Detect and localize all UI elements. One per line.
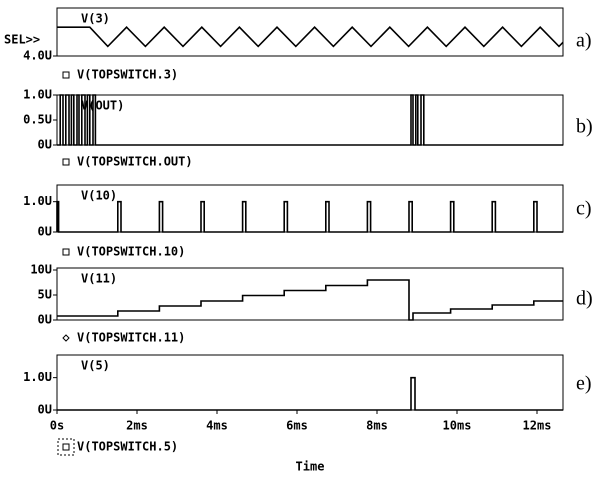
- panel-label: c): [576, 198, 592, 220]
- x-tick-label: 0s: [50, 419, 64, 433]
- legend-entry: V(TOPSWITCH.3): [77, 68, 178, 82]
- legend-symbol: [62, 443, 70, 451]
- legend-entry: V(TOPSWITCH.11): [77, 331, 185, 345]
- x-tick-label: 12ms: [523, 419, 552, 433]
- legend-symbol: [62, 248, 70, 256]
- plot-frame: [56, 354, 564, 411]
- trace-annotation: V(OUT): [81, 99, 124, 113]
- panel-label: a): [576, 30, 592, 52]
- selector: SEL>>: [4, 33, 40, 47]
- y-tick-label: 0U: [38, 225, 52, 239]
- plot-frame: [56, 94, 564, 146]
- x-tick-label: 10ms: [443, 419, 472, 433]
- legend-entry: V(TOPSWITCH.5): [77, 440, 178, 454]
- y-tick-label: 0.5U: [23, 113, 52, 127]
- trace-annotation: V(3): [81, 12, 110, 26]
- x-tick-label: 4ms: [206, 419, 228, 433]
- panel-label: d): [576, 288, 593, 310]
- legend-focus: [57, 438, 75, 456]
- plot-frame: [56, 267, 564, 321]
- x-tick-label: 6ms: [286, 419, 308, 433]
- y-tick-label: 5U: [38, 288, 52, 302]
- trace: [57, 279, 563, 321]
- legend-symbol: [62, 334, 70, 342]
- trace-annotation: V(11): [81, 272, 117, 286]
- y-tick-label: 10U: [30, 263, 52, 277]
- y-tick-label: 1.0U: [23, 370, 52, 384]
- y-tick-label: 0U: [38, 403, 52, 417]
- trace-annotation: V(5): [81, 359, 110, 373]
- trace: [57, 26, 564, 48]
- y-tick-label: 4.0U: [23, 49, 52, 63]
- trace: [57, 376, 563, 411]
- x-axis-label: Time: [296, 460, 325, 474]
- panel-label: b): [576, 116, 593, 138]
- y-tick-label: 0U: [38, 138, 52, 152]
- trace-annotation: V(10): [81, 189, 117, 203]
- trace: [56, 200, 563, 233]
- y-tick-label: 1.0U: [23, 194, 52, 208]
- x-tick-label: 2ms: [126, 419, 148, 433]
- y-tick-label: 1.0U: [23, 88, 52, 102]
- plot-frame: [56, 184, 564, 233]
- panel-label: e): [576, 373, 592, 395]
- legend-symbol: [62, 71, 70, 79]
- legend-entry: V(TOPSWITCH.OUT): [77, 155, 193, 169]
- plot-frame: [56, 7, 564, 57]
- y-tick-label: 0U: [38, 313, 52, 327]
- legend-entry: V(TOPSWITCH.10): [77, 245, 185, 259]
- x-tick-label: 8ms: [366, 419, 388, 433]
- legend-symbol: [62, 158, 70, 166]
- trace: [57, 94, 563, 146]
